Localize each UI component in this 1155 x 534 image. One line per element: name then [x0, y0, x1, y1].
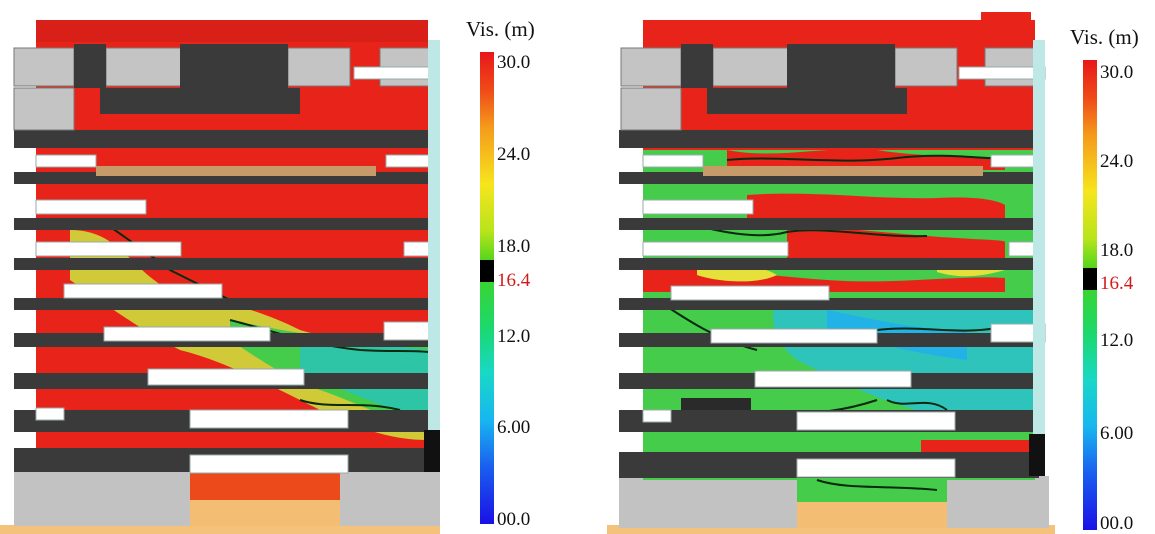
tick-label-16-4: 16.4 — [1100, 273, 1134, 294]
left-building-visualization — [0, 20, 440, 534]
tick-label-24: 24.0 — [497, 144, 531, 165]
right-panel: Vis. (m) 30.0 24.0 18.0 16.4 12.0 6.00 0… — [577, 0, 1155, 534]
tick-label-30: 30.0 — [1100, 62, 1134, 83]
colorbar-threshold-marker — [480, 260, 494, 282]
right-building-visualization — [607, 12, 1055, 534]
tick-label-0: 00.0 — [497, 509, 531, 530]
tick-label-12: 12.0 — [1100, 330, 1134, 351]
tick-label-30: 30.0 — [497, 52, 531, 73]
colorbar-title: Vis. (m) — [466, 17, 535, 41]
tick-label-0: 00.0 — [1100, 513, 1134, 534]
tick-label-6: 6.00 — [1100, 423, 1134, 444]
colorbar-threshold-marker — [1083, 268, 1097, 290]
tick-label-16-4: 16.4 — [497, 270, 531, 291]
colorbar — [480, 52, 494, 524]
colorbar — [1083, 60, 1097, 530]
tick-label-12: 12.0 — [497, 326, 531, 347]
tick-label-18: 18.0 — [497, 236, 531, 257]
tick-label-6: 6.00 — [497, 417, 531, 438]
tick-label-18: 18.0 — [1100, 240, 1134, 261]
left-panel: Vis. (m) 30.0 24.0 18.0 16.4 12.0 6.00 0… — [0, 0, 577, 534]
colorbar-title: Vis. (m) — [1070, 25, 1139, 49]
tick-label-24: 24.0 — [1100, 151, 1134, 172]
